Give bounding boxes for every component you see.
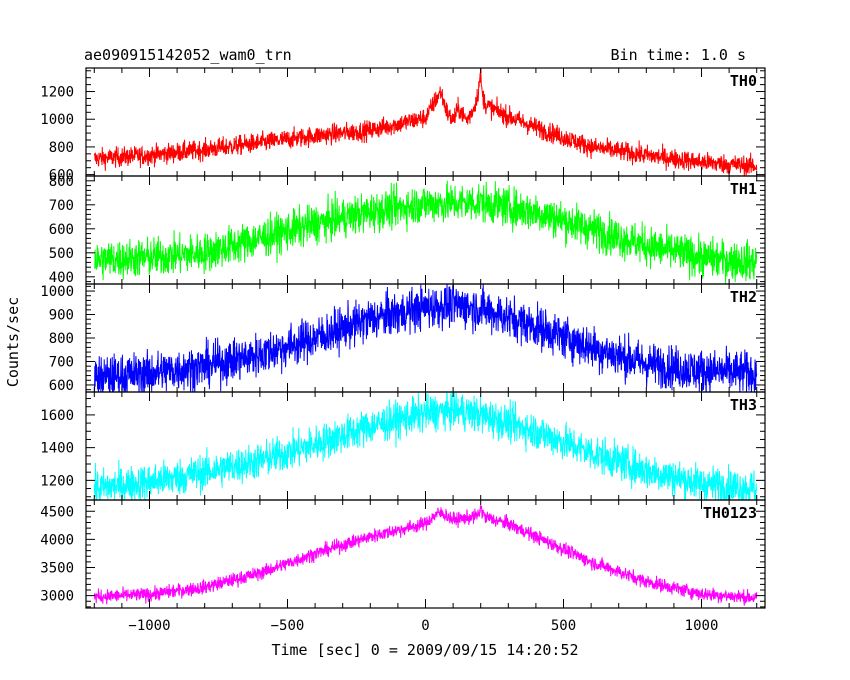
panel-th0123: TH0123 3000 3500 4000 4500 −1000 −500 0 500 1000 (40, 499, 766, 634)
y-tick-label: 4500 (40, 504, 74, 520)
chart-title: ae090915142052_wam0_trn (84, 46, 292, 64)
series-label-th0: TH0 (730, 72, 757, 90)
panel-th1: TH1 400 500 600 700 800 (49, 174, 766, 286)
x-tick-label: −1000 (128, 618, 170, 634)
y-tick-label: 1600 (40, 408, 74, 424)
y-tick-label: 3000 (40, 589, 74, 605)
y-tick-label: 600 (49, 168, 74, 184)
bin-time-label: Bin time: 1.0 s (611, 46, 746, 64)
y-tick-label: 500 (49, 246, 74, 262)
y-tick-label: 400 (49, 270, 74, 286)
y-tick-label: 1000 (40, 284, 74, 300)
y-tick-label: 800 (49, 331, 74, 347)
y-tick-label: 600 (49, 378, 74, 394)
series-line-th1 (93, 180, 758, 284)
series-label-th0123: TH0123 (703, 504, 757, 522)
y-tick-label: 700 (49, 354, 74, 370)
y-tick-label: 700 (49, 198, 74, 214)
y-tick-label: 1400 (40, 441, 74, 457)
y-tick-label: 1200 (40, 85, 74, 101)
y-tick-label: 800 (49, 174, 74, 190)
y-tick-label: 3500 (40, 561, 74, 577)
y-tick-label: 4000 (40, 532, 74, 548)
y-tick-label: 900 (49, 308, 74, 324)
series-line-th0 (93, 68, 758, 176)
panel-frame (85, 391, 766, 501)
x-axis-label: Time [sec] 0 = 2009/09/15 14:20:52 (271, 641, 578, 659)
x-tick-label: 500 (551, 618, 576, 634)
y-tick-label: 1200 (40, 473, 74, 489)
panel-th2: TH2 600 700 800 900 1000 (40, 283, 766, 394)
x-tick-label: 0 (421, 618, 429, 634)
series-label-th3: TH3 (730, 396, 757, 414)
series-line-th2 (93, 284, 758, 392)
x-tick-label: 1000 (685, 618, 719, 634)
panel-th0: TH0 600 800 1000 1200 (40, 67, 766, 184)
series-label-th2: TH2 (730, 288, 757, 306)
y-axis-label: Counts/sec (4, 297, 22, 387)
panel-th3: TH3 1200 1400 1600 (40, 391, 766, 501)
x-tick-label: −500 (271, 618, 305, 634)
y-tick-label: 600 (49, 222, 74, 238)
y-tick-label: 800 (49, 140, 74, 156)
y-tick-label: 1000 (40, 112, 74, 128)
panels-group: TH060080010001200TH1400500600700800TH260… (40, 67, 766, 634)
series-label-th1: TH1 (730, 180, 757, 198)
series-line-th0123 (93, 505, 758, 606)
series-line-th3 (93, 392, 757, 500)
